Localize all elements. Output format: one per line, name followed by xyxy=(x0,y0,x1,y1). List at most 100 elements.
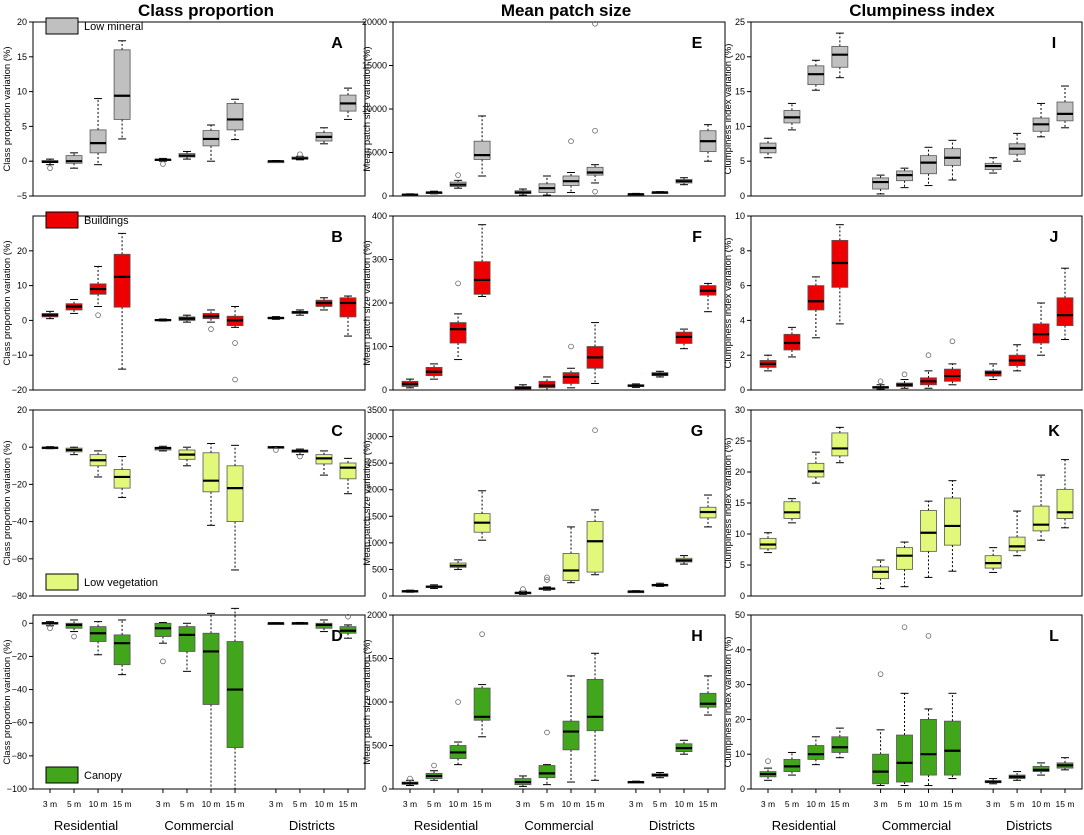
box-l-commercial-15m xyxy=(944,692,961,780)
y-tick-label-b-0: −20 xyxy=(12,385,27,395)
box-d-districts-15m xyxy=(339,613,357,639)
box-body xyxy=(984,555,1002,569)
x-tick-label-1-4: 3 m xyxy=(516,799,530,809)
plot-frame-a xyxy=(32,21,366,197)
box-body xyxy=(699,692,717,708)
outlier-point xyxy=(47,165,53,171)
box-b-commercial-3m xyxy=(154,318,172,322)
panel-h: 0 500 1000 1500 2000 Mean patch size variatio… xyxy=(362,610,726,794)
x-tick-label-2-5: 5 m xyxy=(897,799,911,809)
box-b-residential-15m xyxy=(113,232,131,370)
y-tick-label-d-3: −40 xyxy=(12,685,27,695)
box-d-residential-15m xyxy=(113,619,131,676)
box-d-commercial-10m xyxy=(202,612,220,790)
x-tick-label-1-0: 3 m xyxy=(403,799,417,809)
box-body xyxy=(872,753,889,785)
y-axis-title-b: Class proportion variation (%) xyxy=(2,240,13,365)
box-c-commercial-15m xyxy=(226,444,244,571)
y-tick-label-d-4: −20 xyxy=(12,651,27,661)
y-axis-title-k: Clumpiness index variation (%) xyxy=(723,438,734,569)
y-tick-label-j-4: 8 xyxy=(740,246,745,256)
y-axis-title-g: Mean patch size variation (%) xyxy=(362,440,373,565)
box-body xyxy=(920,719,937,776)
outlier-point xyxy=(592,20,598,27)
y-tick-label-k-2: 10 xyxy=(735,529,745,539)
box-g-residential-10m xyxy=(449,559,467,570)
outlier-point xyxy=(520,586,526,592)
box-body xyxy=(896,547,913,570)
outlier-point xyxy=(160,658,166,665)
panel-letter-h: H xyxy=(691,628,703,645)
box-e-residential-10m xyxy=(449,172,467,189)
box-c-residential-3m xyxy=(41,446,59,450)
box-g-districts-5m xyxy=(651,582,669,587)
x-tick-label-2-11: 15 m xyxy=(1056,799,1075,809)
box-h-commercial-15m xyxy=(586,652,604,781)
box-e-residential-3m xyxy=(401,193,419,197)
box-e-residential-5m xyxy=(425,190,443,195)
box-b-residential-3m xyxy=(41,310,59,320)
y-tick-label-h-2: 1000 xyxy=(367,697,387,707)
outlier-point xyxy=(925,352,932,359)
legend-swatch xyxy=(45,766,79,784)
panel-i: 0 5 10 15 20 25 Clumpiness index variation (%)… xyxy=(723,17,1083,201)
box-j-residential-15m xyxy=(831,224,849,325)
x-tick-label-2-10: 10 m xyxy=(1032,799,1051,809)
y-tick-label-k-1: 5 xyxy=(740,560,745,570)
box-body xyxy=(586,521,604,573)
group-label-commercial: Commercial xyxy=(882,818,951,833)
box-body xyxy=(89,129,107,154)
box-l-residential-3m xyxy=(759,758,777,781)
box-k-districts-3m xyxy=(984,547,1002,573)
panel-f: 0 100 200 300 400 Mean patch size variation (… xyxy=(362,211,726,395)
group-label-residential: Residential xyxy=(414,818,478,833)
box-j-districts-3m xyxy=(984,363,1002,381)
panel-b: −20 −10 0 10 20 Class proportion variation (%… xyxy=(2,211,366,395)
y-tick-label-l-1: 10 xyxy=(735,749,745,759)
box-body xyxy=(831,45,849,68)
y-tick-label-e-3: 15000 xyxy=(362,61,387,71)
box-b-districts-15m xyxy=(339,295,357,337)
outlier-point xyxy=(592,188,598,195)
box-a-commercial-5m xyxy=(178,150,196,160)
y-tick-label-i-4: 20 xyxy=(735,52,745,62)
box-l-commercial-3m xyxy=(872,671,889,787)
box-f-residential-15m xyxy=(473,224,491,297)
x-tick-label-1-2: 10 m xyxy=(449,799,468,809)
outlier-point xyxy=(568,343,574,350)
x-tick-label-2-8: 3 m xyxy=(986,799,1000,809)
box-g-districts-15m xyxy=(699,494,717,528)
y-tick-label-c-1: −60 xyxy=(12,554,27,564)
y-tick-label-l-3: 30 xyxy=(735,680,745,690)
box-l-districts-15m xyxy=(1056,757,1074,771)
x-tick-label-0-3: 15 m xyxy=(113,799,132,809)
y-tick-label-b-2: 0 xyxy=(22,315,27,325)
box-f-residential-5m xyxy=(425,363,443,380)
panel-letter-l: L xyxy=(1049,628,1059,645)
y-tick-label-a-0: −5 xyxy=(17,191,27,201)
y-axis-title-f: Mean patch size variation (%) xyxy=(362,240,373,365)
box-f-districts-10m xyxy=(675,328,693,350)
box-l-residential-15m xyxy=(831,727,849,759)
box-d-residential-5m xyxy=(65,619,83,640)
y-axis-title-i: Clumpiness index variation (%) xyxy=(723,44,734,175)
outlier-point xyxy=(568,138,574,144)
x-tick-label-2-6: 10 m xyxy=(919,799,938,809)
legend-buildings: Buildings xyxy=(45,211,129,229)
y-axis-title-c: Class proportion variation (%) xyxy=(2,440,13,565)
outlier-point xyxy=(949,338,956,345)
y-tick-label-g-1: 500 xyxy=(372,564,387,574)
x-tick-label-1-8: 3 m xyxy=(629,799,643,809)
x-tick-label-1-3: 15 m xyxy=(473,799,492,809)
box-e-districts-10m xyxy=(675,177,693,186)
x-axis-labels: 3 m 5 m 10 m 15 m 3 m 5 m 10 m 15 m 3 m 5 m 10 m 15… xyxy=(43,789,1075,833)
group-label-districts: Districts xyxy=(289,818,336,833)
outlier-point xyxy=(877,671,884,677)
column-title-clumpiness-index: Clumpiness index xyxy=(849,1,995,20)
y-tick-label-k-4: 20 xyxy=(735,467,745,477)
outlier-point xyxy=(901,624,908,630)
group-label-residential: Residential xyxy=(772,818,836,833)
box-j-residential-3m xyxy=(759,354,777,372)
group-label-commercial: Commercial xyxy=(524,818,593,833)
box-body xyxy=(872,177,889,190)
